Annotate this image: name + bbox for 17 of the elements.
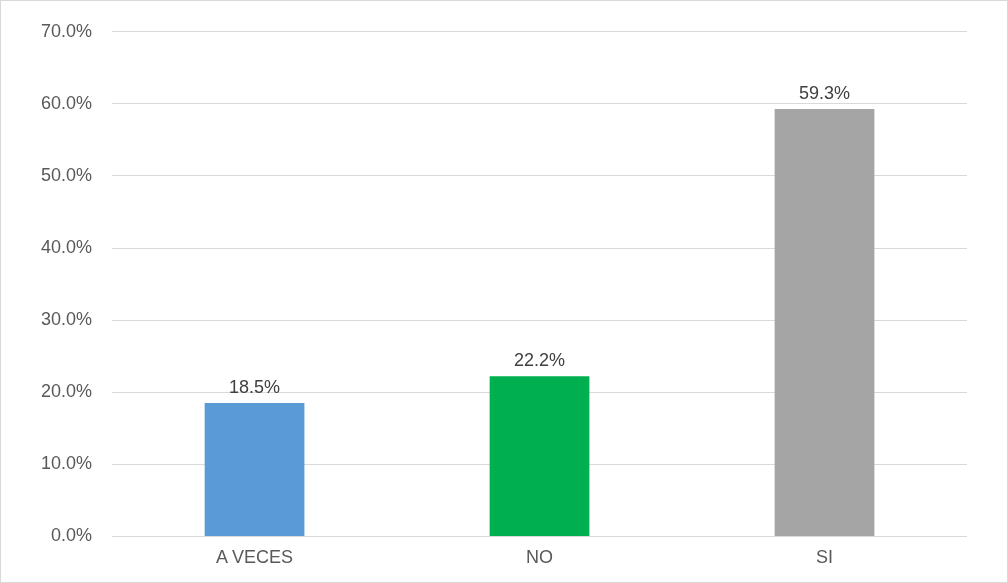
y-tick-label: 50.0% xyxy=(40,164,93,185)
y-tick-label: 30.0% xyxy=(40,309,93,330)
bar xyxy=(204,403,305,536)
data-label: 59.3% xyxy=(798,82,851,103)
y-tick-label: 60.0% xyxy=(40,92,93,113)
y-tick-label: 70.0% xyxy=(40,20,93,41)
data-label: 22.2% xyxy=(514,350,566,371)
x-tick-label: NO xyxy=(526,547,554,568)
data-label: 18.5% xyxy=(229,377,281,398)
x-tick-label: SI xyxy=(816,547,834,568)
bar xyxy=(774,108,875,536)
y-tick-label: 40.0% xyxy=(40,237,93,258)
y-tick-label: 0.0% xyxy=(51,525,93,546)
y-tick-label: 10.0% xyxy=(40,453,93,474)
y-tick-label: 20.0% xyxy=(40,381,93,402)
x-tick-label: A VECES xyxy=(216,547,294,568)
bar xyxy=(489,376,590,536)
